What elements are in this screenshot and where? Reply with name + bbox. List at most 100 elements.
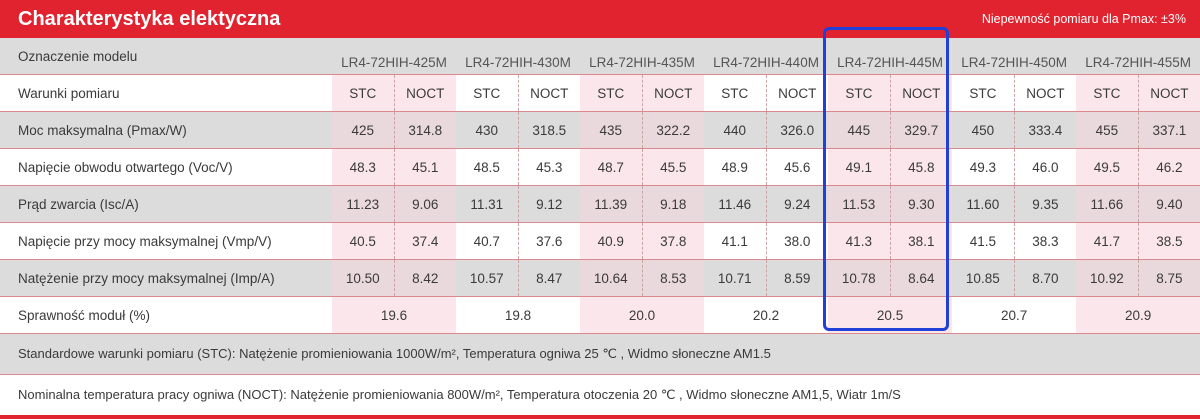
table-cell: 45.8: [890, 148, 953, 186]
table-cell: 9.30: [890, 185, 953, 223]
table-cell: 10.85: [952, 259, 1015, 297]
table-cell: 41.7: [1076, 222, 1139, 260]
table-cell: 37.8: [642, 222, 705, 260]
table-cell: 435: [580, 111, 643, 149]
table-row: Napięcie obwodu otwartego (Voc/V) 48.3 45.…: [0, 148, 1200, 186]
noct-note-row: Nominalna temperatura pracy ogniwa (NOCT…: [0, 374, 1200, 419]
table-cell: 11.39: [580, 185, 643, 223]
section-header: Charakterystyka elektyczna Niepewność po…: [0, 0, 1200, 38]
table-cell: 11.31: [456, 185, 519, 223]
table-cell: 9.18: [642, 185, 705, 223]
table-cell: 8.59: [766, 259, 829, 297]
table-cell: 337.1: [1138, 111, 1200, 149]
table-row: Prąd zwarcia (Isc/A) 11.23 9.06 11.31 9.12 11…: [0, 185, 1200, 223]
table-row: Natężenie przy mocy maksymalnej (Imp/A) 1…: [0, 259, 1200, 297]
table-cell: 8.64: [890, 259, 953, 297]
table-cell: 10.50: [332, 259, 395, 297]
table-cell: 38.0: [766, 222, 829, 260]
table-cell: 440: [704, 111, 767, 149]
condition-noct: NOCT: [1014, 74, 1077, 112]
table-cell: 10.64: [580, 259, 643, 297]
model-name: LR4-72HIH-440M: [704, 38, 829, 75]
table-cell: 445: [828, 111, 891, 149]
condition-stc: STC: [332, 74, 395, 112]
efficiency-cell: 19.8: [456, 296, 581, 334]
table-cell: 10.71: [704, 259, 767, 297]
condition-stc: STC: [704, 74, 767, 112]
condition-noct: NOCT: [394, 74, 457, 112]
condition-noct: NOCT: [766, 74, 829, 112]
table-cell: 37.6: [518, 222, 581, 260]
table-cell: 9.06: [394, 185, 457, 223]
table-cell: 11.23: [332, 185, 395, 223]
table-cell: 48.5: [456, 148, 519, 186]
efficiency-row: Sprawność moduł (%) 19.6 19.8 20.0 20.2 20.5 2…: [0, 296, 1200, 334]
model-row-label: Oznaczenie modelu: [0, 38, 332, 75]
row-label: Moc maksymalna (Pmax/W): [0, 111, 332, 149]
table-row: Moc maksymalna (Pmax/W) 425 314.8 430 318.5 4…: [0, 111, 1200, 149]
table-cell: 48.7: [580, 148, 643, 186]
efficiency-cell: 20.5: [828, 296, 953, 334]
table-cell: 48.9: [704, 148, 767, 186]
condition-noct: NOCT: [1138, 74, 1200, 112]
row-label: Prąd zwarcia (Isc/A): [0, 185, 332, 223]
table-cell: 8.53: [642, 259, 705, 297]
table-cell: 8.75: [1138, 259, 1200, 297]
table-cell: 425: [332, 111, 395, 149]
table-cell: 38.3: [1014, 222, 1077, 260]
model-name: LR4-72HIH-435M: [580, 38, 705, 75]
table-cell: 48.3: [332, 148, 395, 186]
efficiency-cell: 19.6: [332, 296, 457, 334]
condition-stc: STC: [828, 74, 891, 112]
table-cell: 41.1: [704, 222, 767, 260]
table-cell: 314.8: [394, 111, 457, 149]
conditions-row-label: Warunki pomiaru: [0, 74, 332, 112]
table-cell: 9.35: [1014, 185, 1077, 223]
table-cell: 455: [1076, 111, 1139, 149]
table-cell: 41.3: [828, 222, 891, 260]
model-name: LR4-72HIH-450M: [952, 38, 1077, 75]
efficiency-cell: 20.9: [1076, 296, 1200, 334]
table-cell: 40.7: [456, 222, 519, 260]
table-cell: 38.5: [1138, 222, 1200, 260]
table-cell: 10.57: [456, 259, 519, 297]
condition-stc: STC: [580, 74, 643, 112]
condition-stc: STC: [952, 74, 1015, 112]
efficiency-row-label: Sprawność moduł (%): [0, 296, 332, 334]
table-cell: 329.7: [890, 111, 953, 149]
table-cell: 9.24: [766, 185, 829, 223]
electrical-characteristics-table: Oznaczenie modelu LR4-72HIH-425M LR4-72HI…: [0, 38, 1200, 419]
table-cell: 40.5: [332, 222, 395, 260]
table-cell: 37.4: [394, 222, 457, 260]
table-cell: 46.2: [1138, 148, 1200, 186]
table-cell: 430: [456, 111, 519, 149]
table-cell: 45.3: [518, 148, 581, 186]
model-name: LR4-72HIH-425M: [332, 38, 457, 75]
table-cell: 45.1: [394, 148, 457, 186]
table-cell: 10.92: [1076, 259, 1139, 297]
table-cell: 318.5: [518, 111, 581, 149]
condition-stc: STC: [456, 74, 519, 112]
table-cell: 9.12: [518, 185, 581, 223]
stc-note-row: Standardowe warunki pomiaru (STC): Natęż…: [0, 333, 1200, 375]
model-row: Oznaczenie modelu LR4-72HIH-425M LR4-72HI…: [0, 38, 1200, 75]
condition-noct: NOCT: [890, 74, 953, 112]
table-cell: 322.2: [642, 111, 705, 149]
row-label: Napięcie przy mocy maksymalnej (Vmp/V): [0, 222, 332, 260]
table-cell: 10.78: [828, 259, 891, 297]
table-cell: 46.0: [1014, 148, 1077, 186]
condition-noct: NOCT: [518, 74, 581, 112]
table-cell: 49.5: [1076, 148, 1139, 186]
model-name: LR4-72HIH-455M: [1076, 38, 1200, 75]
model-name: LR4-72HIH-445M: [828, 38, 953, 75]
section-title: Charakterystyka elektyczna: [18, 8, 281, 30]
table-cell: 45.6: [766, 148, 829, 186]
row-label: Napięcie obwodu otwartego (Voc/V): [0, 148, 332, 186]
condition-noct: NOCT: [642, 74, 705, 112]
noct-note: Nominalna temperatura pracy ogniwa (NOCT…: [0, 374, 1200, 419]
table-cell: 333.4: [1014, 111, 1077, 149]
table-cell: 11.46: [704, 185, 767, 223]
row-label: Natężenie przy mocy maksymalnej (Imp/A): [0, 259, 332, 297]
table-row: Napięcie przy mocy maksymalnej (Vmp/V) 40…: [0, 222, 1200, 260]
table-cell: 8.70: [1014, 259, 1077, 297]
